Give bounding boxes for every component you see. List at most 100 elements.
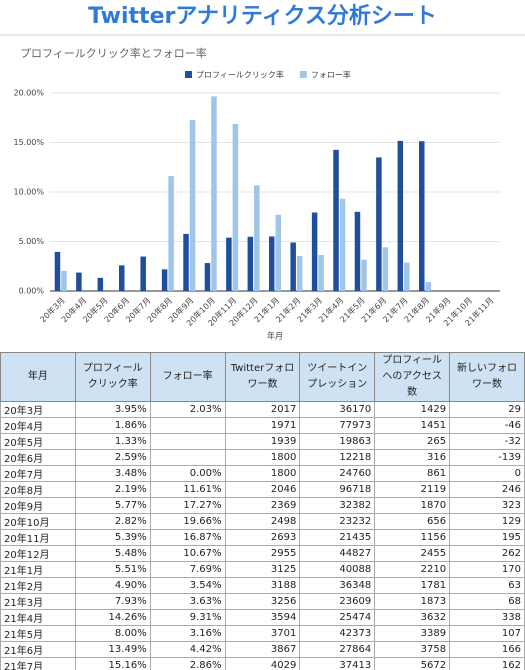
table-cell: 4029 — [224, 657, 301, 670]
table-cell: 262 — [449, 545, 525, 562]
table-cell: 20年12月 — [0, 545, 76, 562]
bar — [247, 236, 254, 291]
table-cell: 20年10月 — [0, 513, 76, 530]
table-cell: 1451 — [374, 417, 451, 434]
table-row: 20年3月 3.95% 2.03% 2017 36170 1429 29 — [0, 401, 525, 418]
table-cell: 27864 — [299, 641, 376, 658]
table-row: 21年1月 5.51% 7.69% 3125 40088 2210 170 — [0, 561, 525, 578]
table-cell: 36170 — [299, 401, 376, 418]
bar — [397, 140, 404, 291]
table-cell: -46 — [449, 417, 525, 434]
bar — [275, 214, 281, 291]
table-cell: 36348 — [299, 577, 376, 594]
table-cell: 5.39% — [74, 529, 151, 546]
table-cell: 316 — [374, 449, 451, 466]
table-cell: 20年6月 — [0, 449, 76, 466]
bar — [361, 259, 367, 291]
table-cell: 68 — [449, 593, 525, 610]
table-cell: 44827 — [299, 545, 376, 562]
table-cell: 14.26% — [74, 609, 151, 626]
table-cell: 265 — [374, 433, 451, 450]
bar — [339, 198, 346, 291]
table-cell: 37413 — [299, 657, 376, 670]
table-cell — [149, 417, 226, 434]
table-cell: 246 — [449, 481, 525, 498]
bar — [54, 251, 61, 291]
table-cell: 0 — [449, 465, 525, 482]
table-cell: 5672 — [374, 657, 451, 670]
bar — [232, 123, 239, 291]
table-cell — [149, 449, 226, 466]
table-cell: 2369 — [224, 497, 301, 514]
table-cell: 3389 — [374, 625, 451, 642]
table-cell: 2.59% — [74, 449, 151, 466]
table-cell: 1.33% — [74, 433, 151, 450]
table-cell: 1800 — [224, 465, 301, 482]
bar — [61, 270, 67, 291]
table-cell: 7.93% — [74, 593, 151, 610]
table-cell: 17.27% — [149, 497, 226, 514]
table-cell — [149, 433, 226, 450]
table-cell: 20年11月 — [0, 529, 76, 546]
chart: プロフィールクリック率とフォロー率 年月 0.00% 5.00% 10.00% 15.… — [0, 38, 525, 348]
y-tick-label: 20.00% — [13, 89, 44, 98]
legend-label: フォロー率 — [311, 70, 351, 80]
table-cell: 338 — [449, 609, 525, 626]
table-cell: 656 — [374, 513, 451, 530]
table-row: 21年7月 15.16% 2.86% 4029 37413 5672 162 — [0, 657, 525, 670]
table-cell: 170 — [449, 561, 525, 578]
table-cell: 3701 — [224, 625, 301, 642]
table-cell: 3758 — [374, 641, 451, 658]
table-cell: 20年4月 — [0, 417, 76, 434]
table-cell: 10.67% — [149, 545, 226, 562]
table-cell: 77973 — [299, 417, 376, 434]
table-cell: 21年4月 — [0, 609, 76, 626]
table-cell: 20年7月 — [0, 465, 76, 482]
table-cell: 1971 — [224, 417, 301, 434]
table-cell: 21年1月 — [0, 561, 76, 578]
table-cell: 5.48% — [74, 545, 151, 562]
table-cell: 42373 — [299, 625, 376, 642]
table-row: 20年10月 2.82% 19.66% 2498 23232 656 129 — [0, 513, 525, 530]
table-cell: 63 — [449, 577, 525, 594]
table-row: 21年3月 7.93% 3.63% 3256 23609 1873 68 — [0, 593, 525, 610]
bar — [76, 272, 82, 291]
column-header: Twitterフォロワー数 — [224, 352, 301, 402]
table-cell: 8.00% — [74, 625, 151, 642]
bar — [354, 211, 361, 291]
bar — [254, 185, 260, 291]
table-cell: 13.49% — [74, 641, 151, 658]
table-row: 20年6月 2.59% 1800 12218 316 -139 — [0, 449, 525, 466]
table-cell: 2.82% — [74, 513, 151, 530]
table-cell: 3.95% — [74, 401, 151, 418]
table-cell: 2.03% — [149, 401, 226, 418]
table-row: 20年9月 5.77% 17.27% 2369 32382 1870 323 — [0, 497, 525, 514]
table-cell: 1156 — [374, 529, 451, 546]
table-cell: 21年2月 — [0, 577, 76, 594]
bar — [376, 157, 382, 291]
table-cell: 3.54% — [149, 577, 226, 594]
table-cell: 21年6月 — [0, 641, 76, 658]
bar — [290, 242, 296, 291]
bar — [269, 236, 275, 291]
legend-label: プロフィールクリック率 — [196, 70, 284, 80]
table-cell: 162 — [449, 657, 525, 670]
column-header: 新しいフォロワー数 — [449, 352, 525, 402]
column-header: フォロー率 — [149, 352, 226, 402]
table-cell: 2046 — [224, 481, 301, 498]
table-cell: 21435 — [299, 529, 376, 546]
table-cell: 1429 — [374, 401, 451, 418]
table-cell: 323 — [449, 497, 525, 514]
bar — [425, 282, 431, 291]
table-cell: 20年5月 — [0, 433, 76, 450]
table-cell: 1800 — [224, 449, 301, 466]
table-cell: 4.42% — [149, 641, 226, 658]
chart-title: プロフィールクリック率とフォロー率 — [20, 46, 207, 60]
bar — [189, 120, 196, 291]
column-header: 年月 — [0, 352, 76, 402]
table-cell: 2017 — [224, 401, 301, 418]
table-cell: 9.31% — [149, 609, 226, 626]
data-table: 年月 プロフィールクリック率 フォロー率 Twitterフォロワー数 ツイートインプレッ… — [0, 352, 525, 670]
table-cell: 24760 — [299, 465, 376, 482]
table-cell: 3256 — [224, 593, 301, 610]
